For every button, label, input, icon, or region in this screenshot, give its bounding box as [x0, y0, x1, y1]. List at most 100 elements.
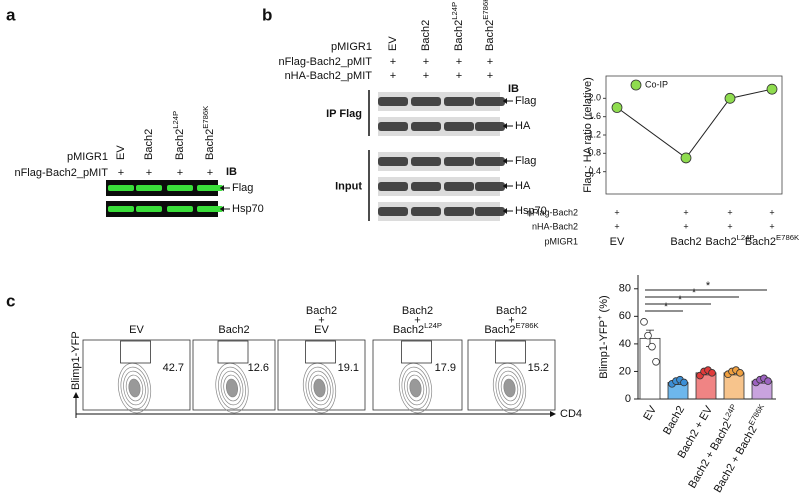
contour [503, 378, 516, 398]
band [475, 207, 505, 216]
contour [225, 378, 239, 398]
ib-label: IB [508, 83, 519, 95]
data-point [736, 369, 744, 377]
contour [401, 366, 430, 410]
arrowhead [503, 208, 507, 214]
y-axis-label-main: Blimp1-YFP [598, 320, 610, 379]
arrowhead [220, 206, 224, 212]
band-label: Hsp70 [515, 205, 547, 217]
contour [308, 370, 331, 406]
lane-label: Bach2 [143, 129, 155, 160]
plus-mark: + [456, 70, 462, 82]
band [444, 157, 474, 166]
y-tick-label: 0.8 [588, 148, 601, 158]
plus-mark: + [727, 207, 732, 217]
x-tick-label-main: Bach2 [705, 236, 736, 248]
plot-title: Bach2E786K [484, 321, 539, 336]
band [197, 206, 223, 212]
x-tick-label: Bach2L24P [705, 233, 754, 248]
x-tick-label-main: Bach2 [745, 236, 776, 248]
panel-label: b [262, 5, 272, 24]
gate-value: 19.1 [338, 362, 359, 374]
x-tick-label-sup: L24P [737, 233, 755, 242]
band-label: HA [515, 180, 531, 192]
band [378, 157, 408, 166]
arrowhead [220, 185, 224, 191]
plot-title: EV [129, 324, 144, 336]
gate [495, 340, 526, 364]
band [108, 185, 134, 191]
contour [305, 366, 334, 410]
contour [223, 374, 241, 402]
plot-title: + [508, 314, 514, 326]
data-point [648, 342, 656, 351]
y-tick-label: 60 [619, 310, 631, 322]
contour [125, 374, 144, 402]
contour [310, 374, 329, 402]
plus-mark: + [177, 167, 183, 179]
data-point [652, 357, 660, 366]
contour [404, 370, 427, 406]
lane-label-main: Bach2 [174, 129, 186, 160]
gate-value: 42.7 [163, 362, 184, 374]
band [167, 206, 193, 212]
row-label: nFlag-Bach2 [527, 207, 578, 217]
arrowhead [73, 392, 79, 398]
band [197, 185, 223, 191]
band [411, 97, 441, 106]
band [378, 122, 408, 131]
y-tick-label: 2.0 [588, 93, 601, 103]
contour [409, 378, 422, 398]
y-tick-label: 20 [619, 365, 631, 377]
y-tick-label: 0 [625, 393, 631, 405]
x-tick-label: Bach2 [670, 236, 701, 248]
lane-label-sup: E786K [481, 0, 490, 20]
contour [123, 370, 146, 406]
lane-label: EV [115, 145, 127, 160]
row-label: nFlag-Bach2_pMIT [278, 56, 372, 68]
band [136, 206, 162, 212]
plus-mark: + [207, 167, 213, 179]
x-tick-label: Bach2E786K [745, 233, 800, 248]
gate-value: 12.6 [248, 362, 269, 374]
y-tick-label: 1.2 [588, 129, 601, 139]
contour [495, 366, 524, 410]
contour [498, 370, 521, 406]
gate [217, 340, 249, 364]
row-label: nHA-Bach2_pMIT [285, 70, 373, 82]
row-label: pMIGR1 [67, 151, 108, 163]
lane-label: Bach2L24P [171, 111, 186, 160]
plus-mark: + [683, 221, 688, 231]
significance-label: * [664, 301, 669, 313]
plus-mark: + [614, 207, 619, 217]
band [444, 207, 474, 216]
plus-mark: + [487, 70, 493, 82]
significance-label: * [692, 287, 697, 299]
band [475, 157, 505, 166]
significance-label: * [706, 280, 711, 292]
data-point [611, 102, 623, 113]
x-tick-label: EV [610, 236, 625, 248]
row-label: nFlag-Bach2_pMIT [14, 167, 108, 179]
band [475, 97, 505, 106]
plus-mark: + [423, 56, 429, 68]
arrowhead [503, 98, 507, 104]
lane-label-sup: E786K [201, 105, 210, 129]
plus-mark: + [118, 167, 124, 179]
data-point [708, 369, 716, 377]
band [108, 206, 134, 212]
band [444, 122, 474, 131]
plot-title: Bach2 [218, 324, 249, 336]
lane-label: Bach2 [420, 20, 432, 51]
legend-label: Co-IP [645, 79, 668, 89]
band-label: Flag [515, 95, 536, 107]
plus-mark: + [456, 56, 462, 68]
band [167, 185, 193, 191]
band [411, 182, 441, 191]
y-axis-label: Flag : HA ratio (relative) [582, 77, 594, 193]
data-point [680, 152, 692, 164]
lane-label: Bach2E786K [481, 0, 496, 51]
band [475, 182, 505, 191]
row-label: nHA-Bach2 [532, 221, 578, 231]
